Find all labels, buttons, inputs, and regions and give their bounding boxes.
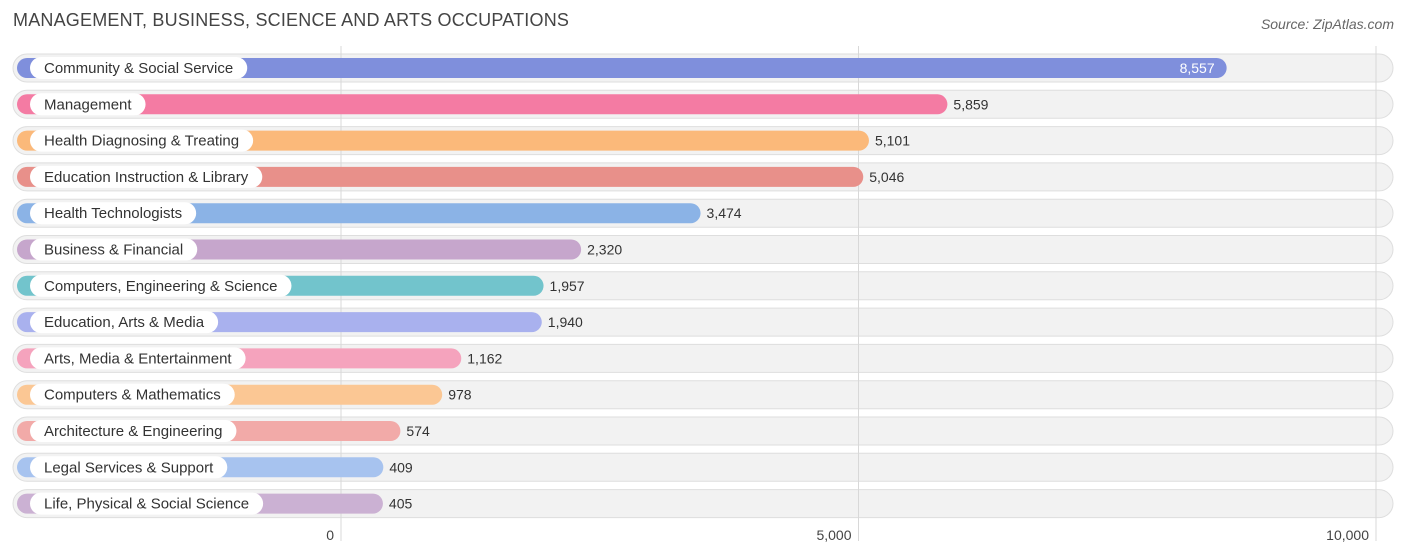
value-label: 409 xyxy=(389,459,413,475)
category-label-pill xyxy=(30,93,146,116)
category-label: Community & Social Service xyxy=(44,60,233,77)
value-label: 5,859 xyxy=(953,96,988,112)
x-tick-label: 10,000 xyxy=(1326,527,1369,543)
category-label: Computers, Engineering & Science xyxy=(44,278,277,295)
value-label: 1,957 xyxy=(550,278,585,294)
value-label: 978 xyxy=(448,387,472,403)
value-label: 3,474 xyxy=(707,205,742,221)
category-label-pill xyxy=(30,420,237,442)
category-label: Business & Financial xyxy=(44,242,183,259)
category-label-pill xyxy=(30,492,264,515)
category-label-pill xyxy=(30,456,228,479)
category-label: Architecture & Engineering xyxy=(44,423,222,440)
category-label-pill xyxy=(30,129,254,152)
category-label-pill xyxy=(30,238,198,261)
category-label: Education, Arts & Media xyxy=(44,314,205,331)
value-label: 1,162 xyxy=(467,350,502,366)
value-label: 5,101 xyxy=(875,133,910,149)
value-label: 8,557 xyxy=(1180,60,1215,76)
bars: Community & Social Service 8,557 Managemen… xyxy=(17,57,1227,515)
category-label-pill xyxy=(30,347,246,370)
value-label: 5,046 xyxy=(869,169,904,185)
source-label: Source: ZipAtlas.com xyxy=(1260,16,1394,32)
category-label: Legal Services & Support xyxy=(44,459,214,476)
bar xyxy=(17,58,1227,78)
category-label: Health Technologists xyxy=(44,205,182,222)
category-label: Management xyxy=(44,96,132,113)
category-label: Arts, Media & Entertainment xyxy=(44,350,232,367)
x-axis-ticks: 0 5,000 10,000 xyxy=(326,527,1369,543)
category-label-pill xyxy=(30,383,235,406)
value-label: 574 xyxy=(406,423,430,439)
category-label-pill xyxy=(30,202,197,225)
value-label: 1,940 xyxy=(548,314,583,330)
x-tick-label: 0 xyxy=(326,527,334,543)
x-tick-label: 5,000 xyxy=(816,527,851,543)
category-label: Health Diagnosing & Treating xyxy=(44,133,239,150)
bar xyxy=(17,94,948,115)
category-label-pill xyxy=(30,165,263,188)
category-label-pill xyxy=(30,274,292,297)
value-label: 405 xyxy=(389,496,413,512)
category-label-pill xyxy=(30,311,219,334)
category-label: Life, Physical & Social Science xyxy=(44,496,249,513)
category-label: Education Instruction & Library xyxy=(44,169,249,186)
chart-title: MANAGEMENT, BUSINESS, SCIENCE AND ARTS O… xyxy=(13,10,570,30)
value-label: 2,320 xyxy=(587,242,622,258)
category-label: Computers & Mathematics xyxy=(44,387,221,404)
category-label-pill xyxy=(30,57,248,79)
